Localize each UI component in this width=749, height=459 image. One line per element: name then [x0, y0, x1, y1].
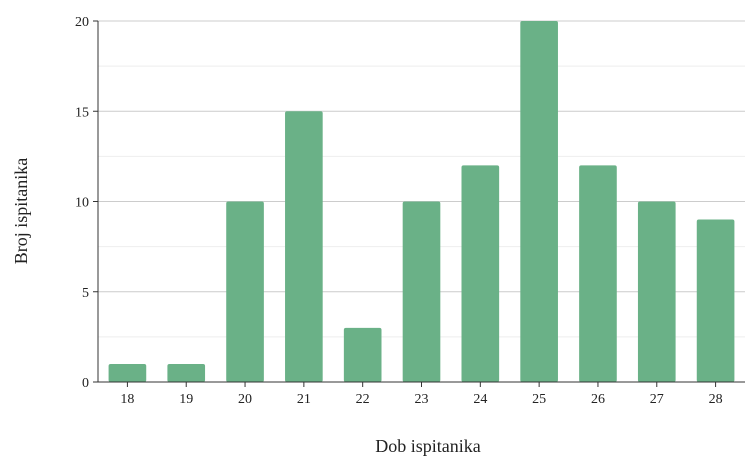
- y-tick-label: 5: [82, 286, 89, 301]
- x-tick-label: 19: [179, 392, 193, 407]
- bar-28: [696, 219, 735, 382]
- y-tick-label: 20: [75, 15, 89, 30]
- bar-20: [226, 201, 264, 382]
- y-tick-label: 15: [75, 105, 89, 120]
- bar-26: [579, 165, 617, 382]
- x-tick-label: 21: [297, 392, 311, 407]
- x-tick-label: 26: [591, 392, 605, 407]
- x-tick-label: 25: [532, 392, 546, 407]
- bar-21: [285, 111, 323, 382]
- bar-25: [520, 21, 558, 382]
- x-tick-label: 24: [473, 392, 487, 407]
- x-tick-label: 23: [415, 392, 429, 407]
- x-tick-label: 20: [238, 392, 252, 407]
- bar-18: [108, 363, 147, 382]
- x-tick-label: 28: [709, 392, 723, 407]
- bar-27: [637, 201, 676, 382]
- y-tick-label: 0: [82, 376, 89, 391]
- x-tick-label: 22: [356, 392, 370, 407]
- bar-22: [343, 327, 382, 382]
- bar-23: [402, 201, 441, 382]
- x-axis-title: Dob ispitanika: [375, 436, 481, 456]
- x-tick-label: 18: [120, 392, 134, 407]
- bar-19: [167, 363, 206, 382]
- y-tick-labels: 0 5 10 15 20: [75, 15, 98, 391]
- y-tick-label: 10: [75, 196, 89, 211]
- bar-24: [461, 165, 500, 382]
- y-axis-title: Broj ispitanika: [11, 158, 31, 265]
- x-tick-label: 27: [650, 392, 664, 407]
- bars: [108, 21, 735, 382]
- x-tick-labels: 18 19 20 21 22 23 24 25 26 27 28: [120, 382, 723, 407]
